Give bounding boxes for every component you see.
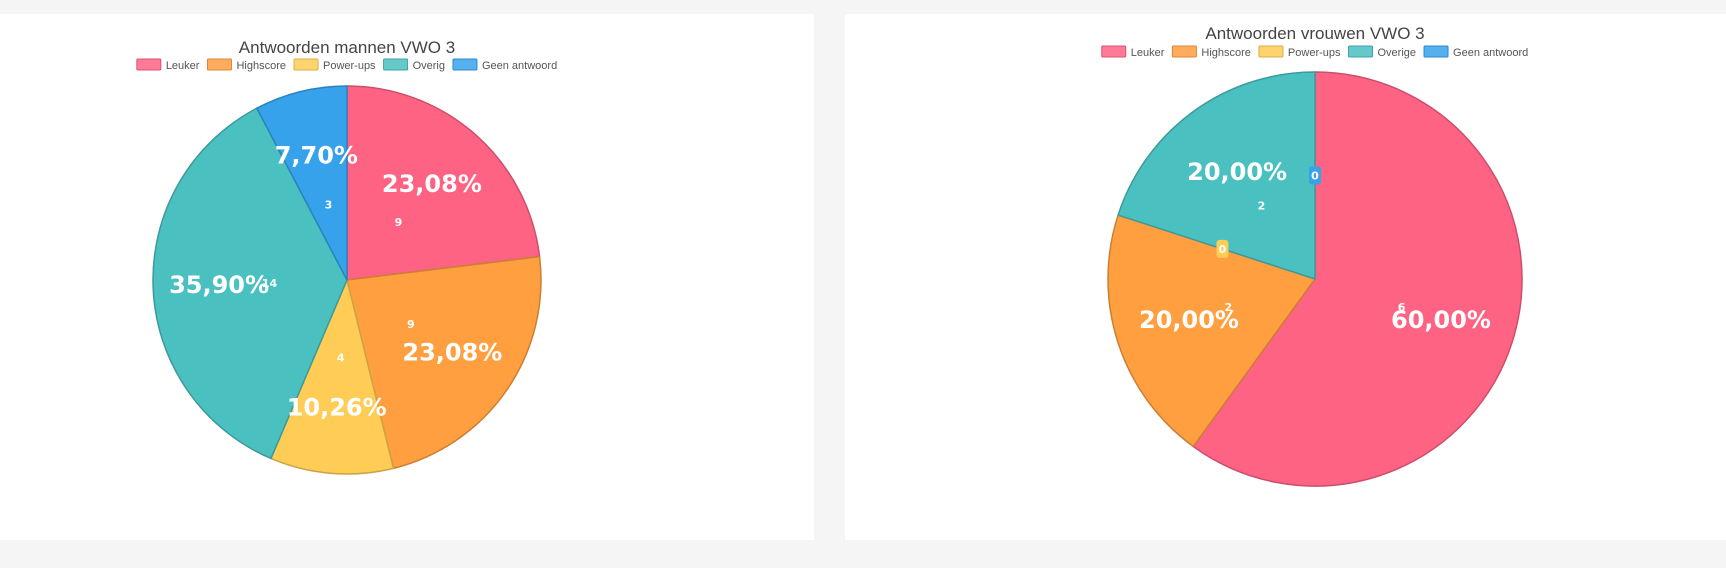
- legend-swatch: [1171, 45, 1197, 58]
- pie-slice[interactable]: [152, 107, 348, 460]
- legend-item[interactable]: Overige: [1348, 45, 1417, 59]
- legend-swatch: [383, 58, 409, 71]
- slice-count-label: 4: [337, 351, 345, 364]
- legend-swatch: [1101, 45, 1127, 58]
- legend-swatch: [206, 58, 232, 71]
- legend-item[interactable]: Geen antwoord: [452, 58, 557, 72]
- legend-swatch: [136, 58, 162, 71]
- slice-percent-label: 35,90%: [169, 271, 269, 299]
- legend-swatch: [1258, 45, 1284, 58]
- slice-count-label: 9: [407, 318, 415, 331]
- chart-title: Antwoorden mannen VWO 3: [239, 38, 455, 57]
- pie-slice[interactable]: [255, 85, 348, 281]
- slice-count-label: 9: [395, 216, 403, 229]
- legend-label: Power-ups: [1288, 47, 1341, 59]
- legend-item[interactable]: Leuker: [136, 58, 200, 72]
- slice-count-label: 3: [325, 199, 333, 212]
- legend-swatch: [1423, 45, 1449, 58]
- slice-percent-label: 10,26%: [287, 394, 387, 422]
- slice-percent-label: 23,08%: [402, 339, 502, 367]
- labels: 23,08% 9 23,08% 9 10,26% 4 35,90%14 7,70% 3: [169, 142, 502, 422]
- slice-percent-label: 23,08%: [382, 170, 482, 198]
- legend-item[interactable]: Overig: [383, 58, 445, 72]
- pie-slice[interactable]: [346, 85, 541, 281]
- legend-label: Overige: [1378, 47, 1417, 59]
- zero-value-badge: [1309, 166, 1321, 185]
- chart-title: Antwoorden vrouwen VWO 3: [1205, 24, 1424, 43]
- pie-slice[interactable]: [269, 277, 395, 475]
- slice-count-label: 0: [1219, 243, 1227, 256]
- slice-count-label: 2: [1225, 301, 1233, 314]
- slice-count-label: 14: [262, 277, 278, 290]
- slices: [152, 85, 542, 475]
- legend-item[interactable]: Highscore: [1171, 45, 1251, 59]
- legend-item[interactable]: Highscore: [206, 58, 286, 72]
- legend-label: Geen antwoord: [482, 60, 557, 72]
- slice-percent-label: 20,00%: [1139, 306, 1239, 334]
- legend: Leuker Highscore Power-ups Overige Geen antw…: [1101, 45, 1528, 59]
- pie-chart-women: Antwoorden vrouwen VWO 3 Leuker Highscore…: [1101, 24, 1528, 487]
- slice-count-label: 6: [1398, 301, 1406, 314]
- zero-value-badge: [1216, 239, 1229, 258]
- chart-panel-women: Antwoorden vrouwen VWO 3 Leuker Highscore…: [845, 14, 1726, 540]
- slice-percent-label: 60,00%: [1391, 306, 1491, 334]
- slice-count-label: 2: [1258, 199, 1266, 212]
- pie-slice[interactable]: [1117, 71, 1316, 281]
- legend-swatch: [1348, 45, 1373, 58]
- legend-label: Overig: [413, 60, 445, 72]
- legend-item[interactable]: Power-ups: [293, 58, 376, 72]
- legend-label: Geen antwoord: [1453, 47, 1528, 59]
- pie-slice[interactable]: [346, 255, 542, 470]
- pie-slice[interactable]: [1192, 71, 1523, 487]
- legend-label: Highscore: [1201, 47, 1251, 59]
- slice-count-label: 0: [1311, 170, 1319, 183]
- legend-label: Power-ups: [323, 60, 376, 72]
- legend-label: Leuker: [166, 60, 200, 72]
- legend-swatch: [452, 58, 478, 71]
- pie-slice[interactable]: [1107, 214, 1317, 448]
- legend-label: Leuker: [1131, 47, 1165, 59]
- pie-chart-men: Antwoorden mannen VWO 3 Leuker Highscore P…: [136, 38, 557, 475]
- legend-item[interactable]: Power-ups: [1258, 45, 1341, 59]
- legend-label: Highscore: [236, 60, 286, 72]
- legend-item[interactable]: Leuker: [1101, 45, 1165, 59]
- chart-panel-men: Antwoorden mannen VWO 3 Leuker Highscore P…: [0, 14, 814, 540]
- legend: Leuker Highscore Power-ups Overig Geen antwo…: [136, 58, 557, 72]
- slice-percent-label: 7,70%: [275, 142, 358, 170]
- legend-item[interactable]: Geen antwoord: [1423, 45, 1528, 59]
- slices: [1107, 71, 1523, 487]
- slice-percent-label: 20,00%: [1187, 158, 1287, 186]
- legend-swatch: [293, 58, 319, 71]
